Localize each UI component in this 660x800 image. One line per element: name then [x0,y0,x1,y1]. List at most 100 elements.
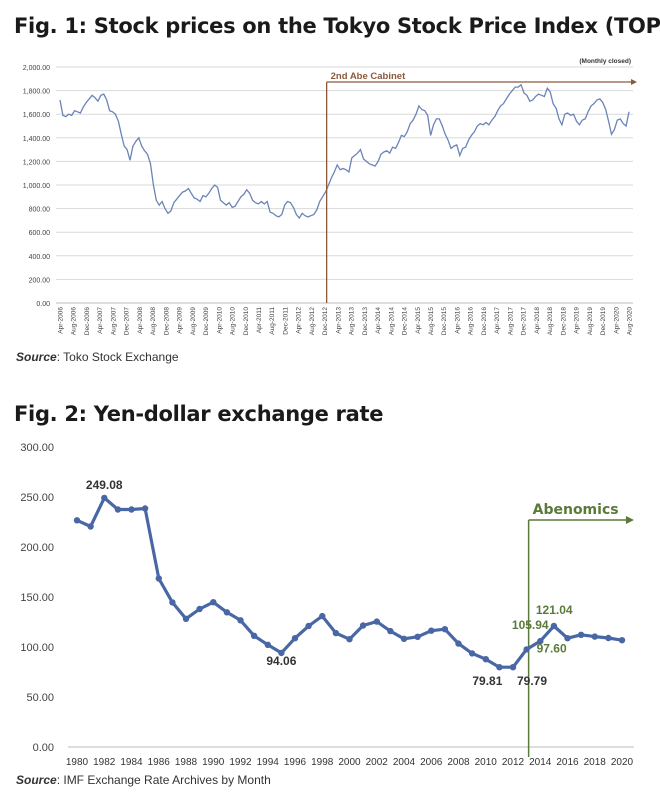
x-tick-label: 1982 [93,757,116,768]
x-tick-label: Dec-2019 [600,307,607,336]
x-tick-label: 1990 [202,757,225,768]
x-tick-label: 1988 [175,757,198,768]
y-tick-label: 1,200.00 [23,159,50,166]
yen-dollar-chart: 0.00 50.00 100.00 150.00 200.00 250.00 300.00 1… [20,442,634,768]
data-point [223,609,231,616]
x-tick-label: 1980 [66,757,89,768]
data-point [373,618,380,625]
y-tick-label: 2,000.00 [23,65,50,72]
data-point [141,505,149,512]
data-point [155,575,162,582]
y-tick-label: 1,000.00 [23,183,50,190]
x-tick-label: Apr-2020 [613,307,620,334]
y-tick-label: 100.00 [20,642,54,654]
y-tick-label: 600.00 [29,230,51,237]
data-label: 105.94 [512,618,549,632]
data-point [509,664,517,671]
x-tick-label: Aug-2009 [190,307,197,336]
x-tick-label: Dec-2016 [481,307,488,336]
x-tick-label: 2014 [529,757,552,768]
x-tick-label: Apr-2015 [415,307,422,334]
data-point [537,637,544,645]
y-tick-label: 300.00 [20,442,54,454]
data-point [468,650,476,657]
data-point [210,599,217,606]
data-point [332,629,340,637]
x-tick-label: Dec-2013 [362,307,369,336]
data-point [169,599,176,606]
x-tick-label: Dec-2009 [203,307,210,336]
data-label: 249.08 [86,478,123,492]
x-tick-label: Aug-2016 [468,307,475,336]
x-tick-label: Apr-2008 [137,307,144,334]
y-tick-label: 150.00 [20,592,54,604]
x-tick-label: Dec-2010 [243,307,250,336]
x-tick-label: Apr-2013 [335,307,342,334]
x-tick-label: 1994 [257,757,280,768]
source-text: : Toko Stock Exchange [56,350,179,364]
x-tick-label: Apr-2007 [97,307,104,334]
abe-cabinet-label: 2nd Abe Cabinet [331,71,406,82]
x-tick-label: 1996 [284,757,307,768]
data-point [550,622,558,630]
source-text: : IMF Exchange Rate Archives by Month [56,773,271,787]
x-tick-label: Dec-2006 [84,307,91,336]
data-point [128,506,135,513]
data-point [305,622,312,630]
figure-1-title: Fig. 1: Stock prices on the Tokyo Stock … [14,14,660,38]
data-point [237,617,244,624]
x-tick-label: Aug-2012 [309,307,316,336]
x-tick-label: Dec-2007 [124,307,131,336]
x-tick-label: Apr-2010 [216,307,223,334]
y-tick-label: 250.00 [20,492,54,504]
data-point [87,523,94,530]
data-point [319,612,326,620]
x-tick-label: Aug-2007 [110,307,117,336]
data-point [455,640,462,647]
x-tick-label: 2016 [556,757,579,768]
data-point [250,632,258,639]
data-label: 79.81 [472,674,502,688]
y-tick-label: 1,600.00 [23,112,50,119]
data-point [523,646,530,653]
source-label: Source [16,350,57,364]
x-tick-label: Dec-2015 [441,307,448,336]
x-tick-label: Dec-2011 [282,307,289,335]
x-tick-label: Apr-2006 [58,307,65,334]
x-tick-label: Aug-2006 [71,307,78,336]
x-tick-label: Apr-2012 [296,307,303,334]
data-point [73,517,81,524]
x-tick-label: Aug-2011 [269,307,276,335]
x-tick-label: 1998 [311,757,334,768]
x-tick-label: 2000 [338,757,361,768]
data-point [359,622,367,629]
topix-chart: 0.00 200.00 400.00 600.00 800.00 1,000.00 1,20… [23,58,637,336]
x-tick-label: Apr-2017 [494,307,501,334]
data-point [196,605,203,613]
topix-series-line [59,83,630,220]
data-label: 121.04 [536,603,573,617]
data-point [101,494,108,502]
data-point [114,506,122,513]
x-tick-label: 1986 [148,757,171,768]
x-tick-label: 2018 [584,757,607,768]
x-tick-label: Apr-2014 [375,307,382,334]
data-point [278,649,285,657]
x-tick-label: Dec-2012 [322,307,329,336]
data-point [482,656,489,663]
x-tick-label: 1992 [229,757,252,768]
y-tick-label: 800.00 [29,207,51,214]
y-tick-label: 0.00 [36,301,50,308]
y-tick-label: 1,800.00 [23,89,50,96]
x-tick-label: 2002 [366,757,389,768]
figure-1-source: Source: Toko Stock Exchange [16,350,179,364]
x-tick-label: 2006 [420,757,443,768]
source-label: Source [16,773,57,787]
y-tick-label: 0.00 [33,742,54,754]
data-point [577,631,585,638]
data-point [182,615,190,622]
data-point [264,641,271,648]
x-tick-label: 2020 [611,757,634,768]
x-tick-label: Aug-2008 [150,307,157,336]
data-point [428,627,435,634]
